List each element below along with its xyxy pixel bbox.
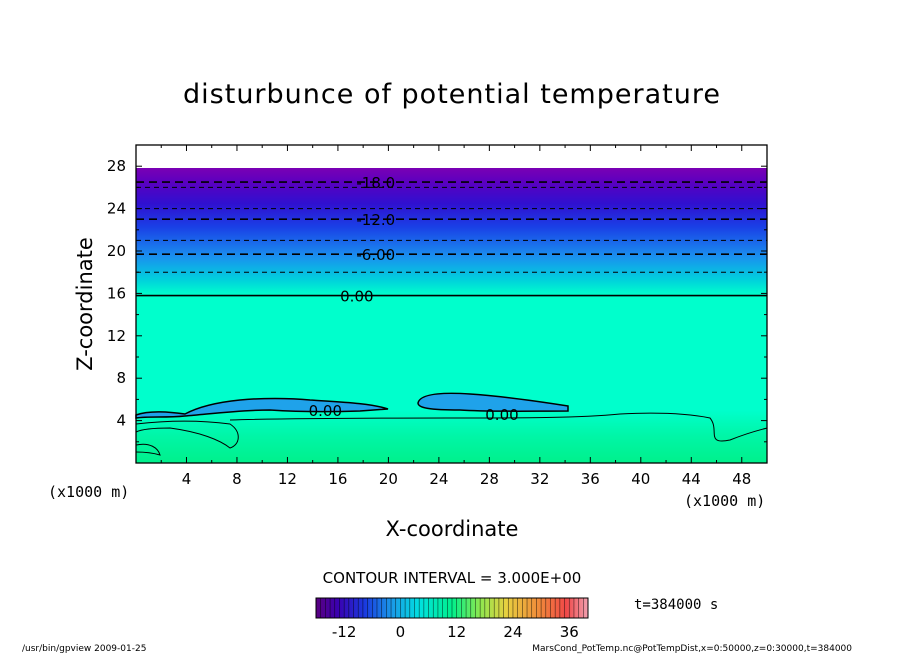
contour-label: -6.00 <box>356 246 395 264</box>
y-axis-ticks: 4 8 12 16 20 24 28 <box>107 157 767 443</box>
x-tick-label: 28 <box>480 470 499 488</box>
surface-anomaly-contour-right <box>417 392 569 412</box>
x-tick-label: 16 <box>328 470 347 488</box>
colorbar-tick-label: -12 <box>332 623 357 641</box>
near-surface-field <box>136 410 767 463</box>
footer-left: /usr/bin/gpview 2009-01-25 <box>22 644 146 654</box>
x-tick-label: 20 <box>379 470 398 488</box>
colorbar-tick-label: 12 <box>447 623 466 641</box>
y-tick-label: 28 <box>107 157 126 175</box>
x-tick-label: 48 <box>732 470 751 488</box>
y-tick-label: 8 <box>116 369 126 387</box>
x-tick-label: 24 <box>429 470 448 488</box>
bottom-left-contour <box>135 443 161 456</box>
contour-labels: -18.0 -12.0 -6.00 0.00 0.00 0.00 <box>309 174 519 424</box>
x-tick-label: 32 <box>530 470 549 488</box>
contour-label: 0.00 <box>485 406 518 424</box>
contour-label: 0.00 <box>340 288 373 306</box>
plot-top-gap <box>136 145 767 168</box>
y-tick-label: 20 <box>107 242 126 260</box>
surface-anomaly-contour-left <box>135 397 389 419</box>
colorbar-tick-labels: -12 0 12 24 36 <box>332 623 579 641</box>
contour-label: 0.00 <box>309 402 342 420</box>
near-surface-contour-right <box>229 412 768 442</box>
x-unit-label-right: (x1000 m) <box>684 492 765 510</box>
x-tick-label: 12 <box>278 470 297 488</box>
x-unit-label-left: (x1000 m) <box>48 483 129 501</box>
surface-contours <box>135 392 768 456</box>
x-tick-label: 36 <box>581 470 600 488</box>
x-axis-label: X-coordinate <box>386 517 519 541</box>
x-tick-label: 8 <box>232 470 242 488</box>
contour-label: -12.0 <box>356 211 395 229</box>
plot-area <box>136 145 767 463</box>
y-tick-label: 16 <box>107 284 126 302</box>
contour-lines <box>136 181 767 297</box>
y-tick-label: 24 <box>107 200 126 218</box>
y-tick-label: 12 <box>107 327 126 345</box>
colorbar-tick-label: 36 <box>560 623 579 641</box>
chart-title: disturbunce of potential temperature <box>183 79 721 110</box>
x-tick-label: 40 <box>631 470 650 488</box>
contour-label: -18.0 <box>356 174 395 192</box>
x-axis-ticks: 4 8 12 16 20 24 28 32 36 40 44 48 <box>160 145 751 488</box>
x-tick-label: 4 <box>182 470 192 488</box>
time-label: t=384000 s <box>634 597 718 613</box>
plot-frame <box>135 144 768 464</box>
x-tick-label: 44 <box>682 470 701 488</box>
contour-interval: CONTOUR INTERVAL = 3.000E+00 <box>323 569 582 587</box>
near-surface-contour-left <box>135 420 239 449</box>
footer-right: MarsCond_PotTemp.nc@PotTempDist,x=0:5000… <box>532 644 852 654</box>
colorbar-divisions <box>315 598 589 618</box>
colorbar-tick-label: 0 <box>396 623 406 641</box>
colorbar: -12 0 12 24 36 <box>315 597 589 641</box>
colorbar-tick-label: 24 <box>503 623 522 641</box>
y-axis-label: Z-coordinate <box>73 237 97 371</box>
y-tick-label: 4 <box>116 412 126 430</box>
